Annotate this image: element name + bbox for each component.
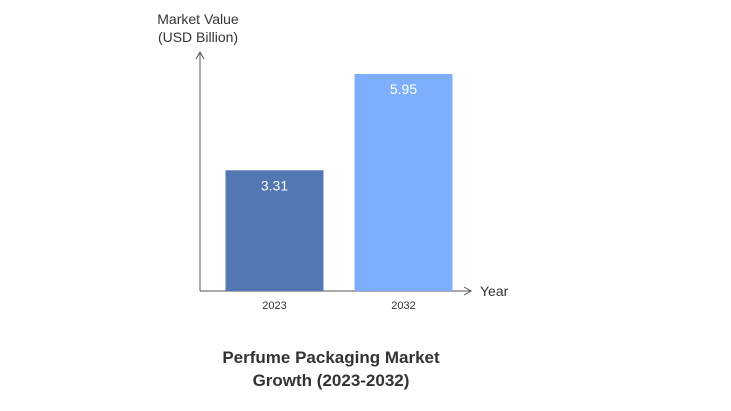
bar-2023: [225, 170, 324, 291]
x-axis-label: Year: [480, 283, 509, 299]
y-axis-label-line-1: Market Value: [157, 11, 239, 27]
x-tick-label-2023: 2023: [262, 300, 286, 312]
data-label-2023: 3.31: [261, 177, 288, 193]
chart-title-line-2: Growth (2023-2032): [252, 371, 410, 390]
x-tick-label-2032: 2032: [391, 300, 415, 312]
bar-2032: [354, 74, 453, 291]
x-axis-arrow-icon: [463, 286, 473, 296]
chart-title: Perfume Packaging Market Growth (2023-20…: [0, 346, 662, 392]
bar-series: 3.31 2023 5.95 2032: [225, 74, 453, 312]
data-label-2032: 5.95: [390, 81, 417, 97]
chart-title-line-1: Perfume Packaging Market: [222, 348, 440, 367]
y-axis-label-line-2: (USD Billion): [158, 29, 238, 45]
y-axis-arrow-icon: [195, 50, 205, 60]
